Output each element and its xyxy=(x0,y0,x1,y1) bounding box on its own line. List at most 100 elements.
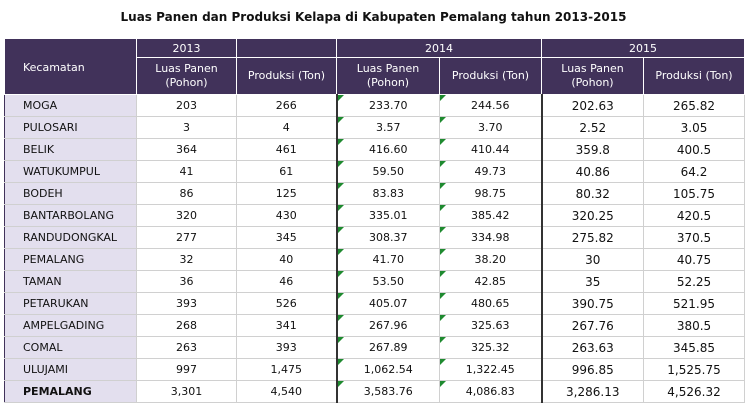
table-row: PETARUKAN 393 526 405.07 480.65 390.75 521.95 xyxy=(4,292,745,315)
kecamatan-name: COMAL xyxy=(4,336,137,359)
header-blank xyxy=(236,38,337,58)
kecamatan-name: ULUJAMI xyxy=(4,358,137,381)
cell-produksi-2013: 430 xyxy=(236,204,337,227)
cell-luas-2014: 1,062.54 xyxy=(335,358,440,381)
cell-produksi-2015: 4,526.32 xyxy=(643,380,745,403)
header-year-2014: 2014 xyxy=(336,38,542,58)
kecamatan-name: PETARUKAN xyxy=(4,292,137,315)
table-row: TAMAN 36 46 53.50 42.85 35 52.25 xyxy=(4,270,745,293)
table-row: MOGA 203 266 233.70 244.56 202.63 265.82 xyxy=(4,94,745,117)
cell-produksi-2013: 40 xyxy=(236,248,337,271)
cell-luas-2014: 83.83 xyxy=(335,182,440,205)
cell-produksi-2013: 4,540 xyxy=(236,380,337,403)
cell-produksi-2014: 4,086.83 xyxy=(439,380,542,403)
cell-luas-2013: 3 xyxy=(136,116,237,139)
table-row: BODEH 86 125 83.83 98.75 80.32 105.75 xyxy=(4,182,745,205)
cell-produksi-2014: 244.56 xyxy=(439,94,542,117)
cell-luas-2014: 267.96 xyxy=(335,314,440,337)
cell-luas-2015: 2.52 xyxy=(540,116,644,139)
cell-luas-2014: 3.57 xyxy=(335,116,440,139)
data-table: Kecamatan 2013 2014 2015 Luas Panen (Poh… xyxy=(4,38,745,403)
kecamatan-name: PEMALANG xyxy=(4,380,137,403)
cell-produksi-2013: 341 xyxy=(236,314,337,337)
table-row: COMAL 263 393 267.89 325.32 263.63 345.85 xyxy=(4,336,745,359)
table-title: Luas Panen dan Produksi Kelapa di Kabupa… xyxy=(120,10,627,24)
cell-produksi-2015: 400.5 xyxy=(643,138,745,161)
cell-produksi-2014: 385.42 xyxy=(439,204,542,227)
cell-produksi-2013: 46 xyxy=(236,270,337,293)
kecamatan-name: RANDUDONGKAL xyxy=(4,226,137,249)
cell-produksi-2015: 1,525.75 xyxy=(643,358,745,381)
cell-produksi-2013: 526 xyxy=(236,292,337,315)
cell-luas-2014: 59.50 xyxy=(335,160,440,183)
cell-produksi-2013: 345 xyxy=(236,226,337,249)
cell-luas-2013: 36 xyxy=(136,270,237,293)
cell-produksi-2015: 64.2 xyxy=(643,160,745,183)
cell-produksi-2015: 40.75 xyxy=(643,248,745,271)
table-row: AMPELGADING 268 341 267.96 325.63 267.76 380.5 xyxy=(4,314,745,337)
cell-produksi-2014: 3.70 xyxy=(439,116,542,139)
header-luas-2014: Luas Panen (Pohon) xyxy=(336,57,440,95)
cell-luas-2014: 308.37 xyxy=(335,226,440,249)
cell-luas-2014: 3,583.76 xyxy=(335,380,440,403)
cell-produksi-2014: 325.32 xyxy=(439,336,542,359)
cell-produksi-2013: 393 xyxy=(236,336,337,359)
cell-luas-2013: 3,301 xyxy=(136,380,237,403)
cell-luas-2014: 267.89 xyxy=(335,336,440,359)
cell-produksi-2015: 105.75 xyxy=(643,182,745,205)
cell-produksi-2015: 521.95 xyxy=(643,292,745,315)
cell-luas-2015: 263.63 xyxy=(540,336,644,359)
cell-luas-2015: 202.63 xyxy=(540,94,644,117)
cell-produksi-2015: 420.5 xyxy=(643,204,745,227)
cell-luas-2015: 275.82 xyxy=(540,226,644,249)
kecamatan-name: BANTARBOLANG xyxy=(4,204,137,227)
cell-luas-2014: 405.07 xyxy=(335,292,440,315)
table-row: PEMALANG 32 40 41.70 38.20 30 40.75 xyxy=(4,248,745,271)
cell-luas-2013: 41 xyxy=(136,160,237,183)
cell-luas-2015: 267.76 xyxy=(540,314,644,337)
cell-luas-2014: 416.60 xyxy=(335,138,440,161)
cell-produksi-2014: 480.65 xyxy=(439,292,542,315)
cell-produksi-2013: 1,475 xyxy=(236,358,337,381)
cell-produksi-2015: 52.25 xyxy=(643,270,745,293)
cell-produksi-2014: 42.85 xyxy=(439,270,542,293)
cell-luas-2014: 335.01 xyxy=(335,204,440,227)
cell-produksi-2013: 266 xyxy=(236,94,337,117)
cell-produksi-2014: 38.20 xyxy=(439,248,542,271)
kecamatan-name: AMPELGADING xyxy=(4,314,137,337)
kecamatan-name: TAMAN xyxy=(4,270,137,293)
table-row: RANDUDONGKAL 277 345 308.37 334.98 275.82 370.… xyxy=(4,226,745,249)
cell-luas-2015: 390.75 xyxy=(540,292,644,315)
cell-luas-2013: 277 xyxy=(136,226,237,249)
cell-luas-2015: 320.25 xyxy=(540,204,644,227)
kecamatan-name: WATUKUMPUL xyxy=(4,160,137,183)
cell-produksi-2015: 345.85 xyxy=(643,336,745,359)
cell-luas-2015: 80.32 xyxy=(540,182,644,205)
header-kecamatan: Kecamatan xyxy=(4,38,137,95)
cell-produksi-2014: 410.44 xyxy=(439,138,542,161)
cell-luas-2015: 359.8 xyxy=(540,138,644,161)
header-year-2013: 2013 xyxy=(136,38,237,58)
cell-luas-2015: 30 xyxy=(540,248,644,271)
cell-luas-2013: 86 xyxy=(136,182,237,205)
table-row: BANTARBOLANG 320 430 335.01 385.42 320.25 420.… xyxy=(4,204,745,227)
cell-produksi-2015: 265.82 xyxy=(643,94,745,117)
cell-luas-2015: 3,286.13 xyxy=(540,380,644,403)
kecamatan-name: BELIK xyxy=(4,138,137,161)
cell-luas-2014: 233.70 xyxy=(335,94,440,117)
table-row: PULOSARI 3 4 3.57 3.70 2.52 3.05 xyxy=(4,116,745,139)
cell-produksi-2015: 3.05 xyxy=(643,116,745,139)
cell-luas-2013: 203 xyxy=(136,94,237,117)
table-row: WATUKUMPUL 41 61 59.50 49.73 40.86 64.2 xyxy=(4,160,745,183)
header-year-2015: 2015 xyxy=(541,38,745,58)
cell-produksi-2013: 461 xyxy=(236,138,337,161)
cell-luas-2015: 35 xyxy=(540,270,644,293)
cell-luas-2013: 364 xyxy=(136,138,237,161)
cell-luas-2013: 393 xyxy=(136,292,237,315)
cell-luas-2014: 41.70 xyxy=(335,248,440,271)
cell-luas-2013: 32 xyxy=(136,248,237,271)
cell-produksi-2013: 125 xyxy=(236,182,337,205)
cell-produksi-2013: 4 xyxy=(236,116,337,139)
cell-produksi-2015: 380.5 xyxy=(643,314,745,337)
cell-luas-2015: 40.86 xyxy=(540,160,644,183)
